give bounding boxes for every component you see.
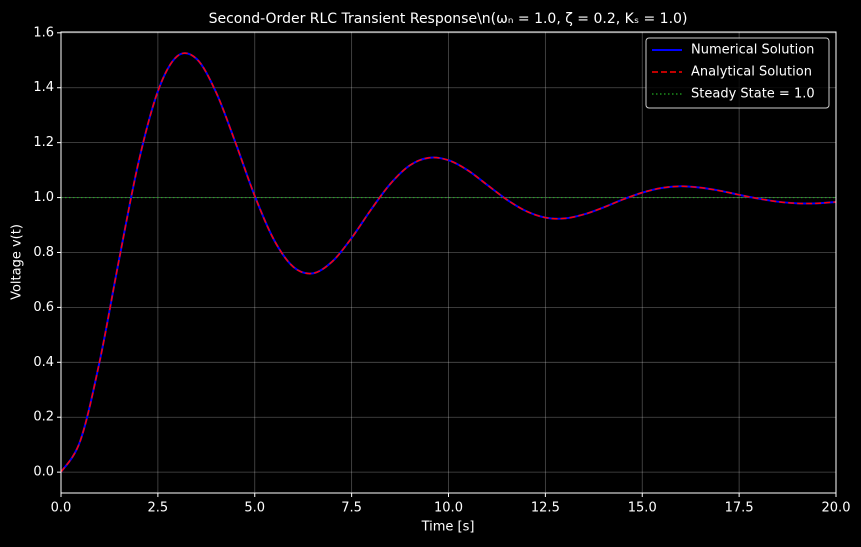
y-axis-label: Voltage v(t) — [10, 224, 25, 300]
y-tick-label: 0.0 — [33, 465, 54, 480]
y-tick-label: 1.2 — [33, 135, 54, 150]
chart-title: Second-Order RLC Transient Response\n(ωₙ… — [209, 11, 688, 27]
y-tick-label: 1.0 — [33, 190, 54, 205]
y-tick-label: 0.6 — [33, 300, 54, 315]
plot-frame — [60, 31, 837, 494]
legend-box — [645, 37, 830, 109]
y-tick-label: 0.2 — [33, 410, 54, 425]
legend-label: Analytical Solution — [691, 65, 812, 80]
x-tick-label: 17.5 — [725, 501, 754, 516]
y-tick-label: 0.4 — [33, 355, 54, 370]
x-tick-label: 20.0 — [822, 501, 851, 516]
x-tick-label: 2.5 — [148, 501, 169, 516]
legend-label: Steady State = 1.0 — [691, 87, 815, 102]
y-tick-label: 0.8 — [33, 245, 54, 260]
x-tick-label: 12.5 — [531, 501, 560, 516]
y-tick-label: 1.4 — [33, 80, 54, 95]
x-axis-label: Time [s] — [421, 520, 475, 535]
x-tick-label: 7.5 — [341, 501, 362, 516]
x-tick-label: 5.0 — [244, 501, 265, 516]
y-tick-label: 1.6 — [33, 25, 54, 40]
x-tick-label: 15.0 — [628, 501, 657, 516]
series-line — [60, 52, 837, 473]
x-tick-label: 10.0 — [434, 501, 463, 516]
x-tick-label: 0.0 — [51, 501, 72, 516]
legend-label: Numerical Solution — [691, 43, 814, 58]
